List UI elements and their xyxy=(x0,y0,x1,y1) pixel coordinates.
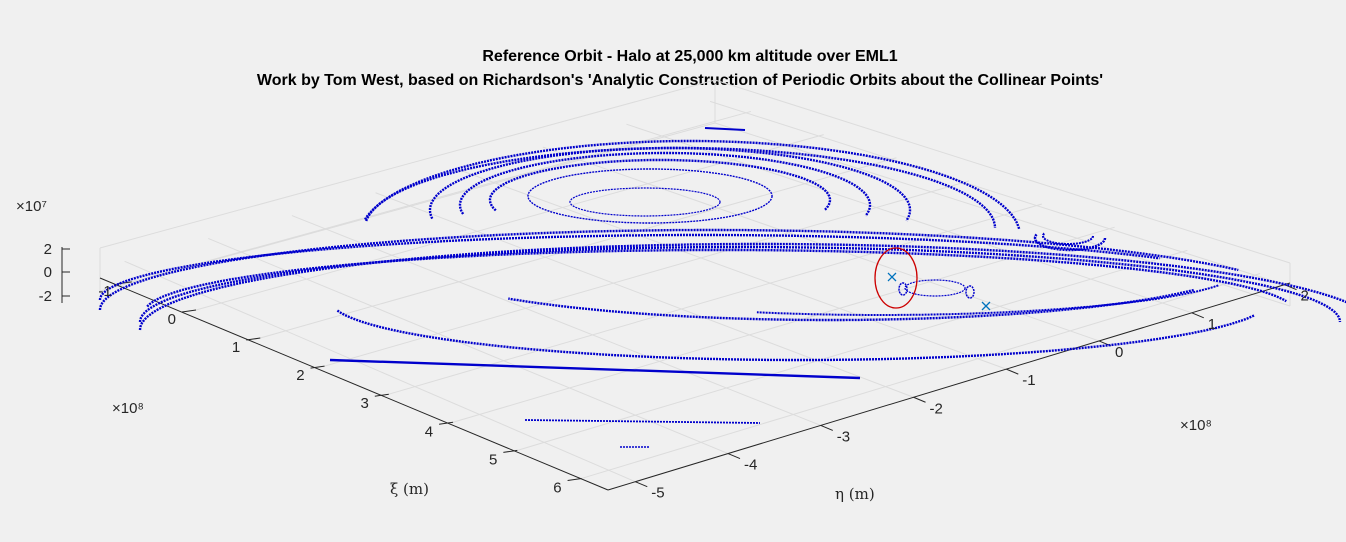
trajectory-segment xyxy=(364,139,1021,230)
z-tick-label: 0 xyxy=(44,264,52,281)
trajectory-segment xyxy=(904,279,966,297)
y-tick-label: 1 xyxy=(1208,316,1216,333)
y-axis-label: η (m) xyxy=(835,485,875,503)
trajectory-segment xyxy=(756,284,1219,316)
x-tick-label: 6 xyxy=(553,479,561,496)
trajectory-segment xyxy=(365,146,997,228)
y-tick-label: 0 xyxy=(1115,344,1123,361)
trajectory-segment xyxy=(1033,233,1107,252)
x-tick-label: 0 xyxy=(168,311,176,328)
grid xyxy=(99,79,1291,483)
x-tick-label: 3 xyxy=(360,395,368,412)
trajectory-segment xyxy=(329,358,861,380)
y-tick-labels: -5 -4 -3 -2 -1 0 1 2 xyxy=(651,288,1309,502)
trajectory-segment xyxy=(98,233,1160,300)
y-tick-label: -1 xyxy=(1022,372,1035,389)
x-axis-label: ξ (m) xyxy=(390,480,429,498)
x-marker xyxy=(887,272,897,282)
trajectory-segment xyxy=(336,309,1255,362)
markers xyxy=(874,247,991,311)
trajectory-segment xyxy=(146,248,1287,308)
trajectory-segment xyxy=(898,282,908,296)
x-tick-label: 5 xyxy=(489,451,497,468)
plot-area xyxy=(98,127,1346,448)
y-tick-label: 2 xyxy=(1301,288,1309,305)
axes xyxy=(61,247,1297,491)
trajectory-segment xyxy=(138,245,1342,323)
z-tick-label: 2 xyxy=(44,241,52,258)
x-marker xyxy=(981,301,991,311)
y-tick-label: -4 xyxy=(744,457,757,474)
x-tick-labels: -1 0 1 2 3 4 5 6 xyxy=(98,283,561,497)
highlight-ellipse xyxy=(874,247,918,309)
z-tick-labels: 2 0 -2 xyxy=(39,241,52,305)
x-tick-label: -1 xyxy=(98,283,111,300)
y-tick-label: -3 xyxy=(837,428,850,445)
chart-title: Reference Orbit - Halo at 25,000 km alti… xyxy=(482,48,897,65)
x-exponent-label: ×10⁸ xyxy=(112,400,144,417)
trajectory-segment xyxy=(569,187,721,217)
y-tick-label: -5 xyxy=(651,485,664,502)
z-tick-label: -2 xyxy=(39,288,52,305)
trajectory-segment xyxy=(458,151,872,217)
x-tick-label: 4 xyxy=(425,423,433,440)
trajectory-segment xyxy=(527,168,773,224)
trajectory-segment xyxy=(488,158,832,212)
chart-subtitle: Work by Tom West, based on Richardson's … xyxy=(257,72,1103,89)
x-tick-label: 2 xyxy=(296,367,304,384)
trajectory-segment xyxy=(98,228,1239,310)
trajectory-segment xyxy=(965,285,975,299)
trajectory-segment xyxy=(138,242,1346,331)
trajectory-segment xyxy=(524,419,761,424)
y-tick-label: -2 xyxy=(930,400,943,417)
x-tick-label: 1 xyxy=(232,339,240,356)
trajectory-segment xyxy=(704,127,746,131)
z-exponent-label: ×10⁷ xyxy=(16,198,47,215)
y-exponent-label: ×10⁸ xyxy=(1180,417,1212,434)
trajectory-segment xyxy=(1042,232,1094,245)
